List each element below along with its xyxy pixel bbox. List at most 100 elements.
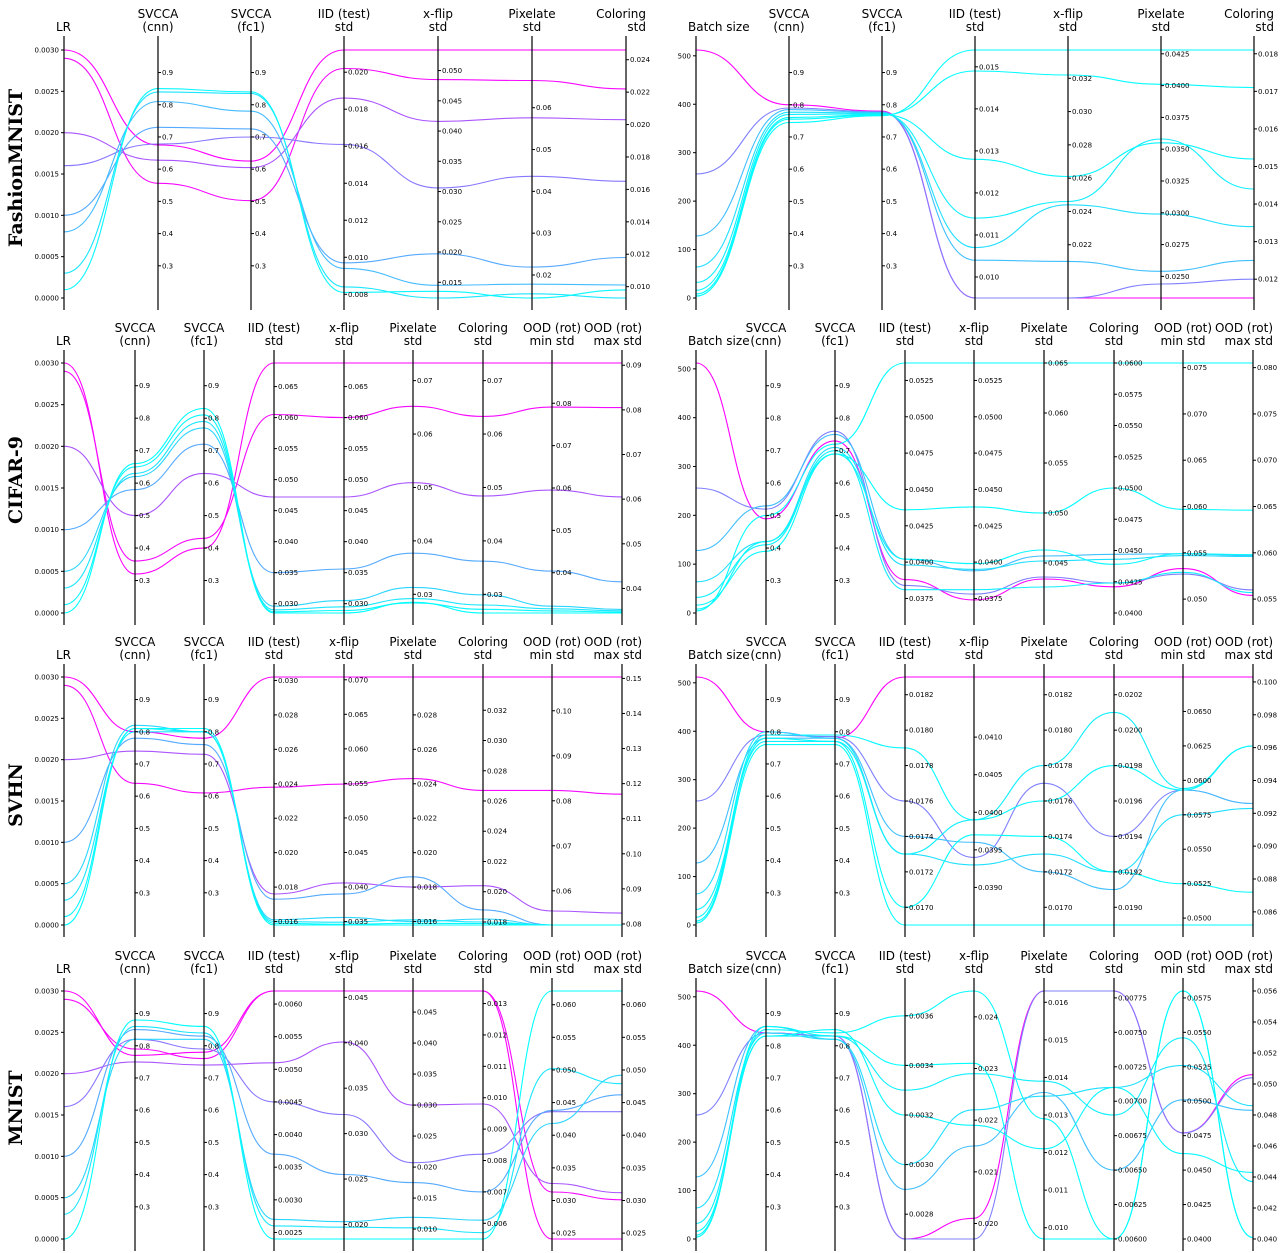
axis-title-line1: OOD (rot) <box>584 635 642 649</box>
series-line-5 <box>695 113 1255 291</box>
tick-label: 0.0174 <box>1048 833 1073 841</box>
tick-label: 0.8 <box>886 101 897 109</box>
series-line-2 <box>695 433 1254 572</box>
tick-label: 0.0170 <box>1048 904 1073 912</box>
axis-ood-rot-min-std: OOD (rot)min std 0.04 0.05 0.06 0.07 0.08 <box>523 321 581 625</box>
tick-label: 0.04 <box>556 569 572 577</box>
tick-label: 0.0400 <box>1187 1236 1212 1244</box>
tick-label: 0.5 <box>839 1139 850 1147</box>
tick-label: 0.0550 <box>1187 846 1212 854</box>
axis-title-line2: max std <box>593 648 642 662</box>
axis-svcca-cnn: SVCCA(cnn) 0.3 0.4 0.5 0.6 0.7 0.8 0.9 <box>746 949 787 1251</box>
axis-title-line1: SVCCA <box>815 635 857 649</box>
axis-title-line1: LR <box>56 20 71 34</box>
tick-label: 0.3 <box>208 1203 219 1211</box>
tick-label: 0.0550 <box>1118 422 1143 430</box>
tick-label: 0.0575 <box>1118 391 1143 399</box>
tick-label: 0.018 <box>348 106 368 114</box>
tick-label: 0.03 <box>536 230 552 238</box>
tick-label: 0.4 <box>139 545 151 553</box>
tick-label: 300 <box>678 149 691 157</box>
axis-title-line2: max std <box>1224 334 1273 348</box>
tick-label: 0.070 <box>1257 457 1277 465</box>
tick-label: 0.0000 <box>35 922 60 930</box>
tick-label: 0.5 <box>770 825 781 833</box>
tick-label: 0.065 <box>278 383 298 391</box>
tick-label: 0.04 <box>487 537 503 545</box>
tick-label: 0.030 <box>487 737 507 745</box>
axis-batch-size: Batch size 0 100 200 300 400 500 <box>678 20 750 310</box>
tick-label: 0.7 <box>886 133 897 141</box>
tick-label: 0.0015 <box>35 798 60 806</box>
axis-title-line2: std <box>1035 962 1054 976</box>
series-line-1 <box>63 370 623 562</box>
series-lines <box>695 49 1255 299</box>
tick-label: 0.0300 <box>1165 209 1190 217</box>
tick-label: 0.6 <box>208 480 220 488</box>
tick-label: 0.0025 <box>35 88 60 96</box>
axis-title-line2: min std <box>1160 648 1205 662</box>
tick-label: 0.7 <box>162 133 173 141</box>
tick-label: 0.022 <box>978 1117 998 1125</box>
axis-title-line1: Coloring <box>596 7 646 21</box>
tick-label: 0.13 <box>626 745 642 753</box>
axis-lr: LR 0.0000 0.0005 0.0010 0.0015 0.0020 0.0025 0.… <box>35 648 71 937</box>
tick-label: 0.8 <box>839 1042 850 1050</box>
tick-label: 0.007 <box>487 1188 507 1196</box>
tick-label: 0.016 <box>348 143 369 151</box>
tick-label: 0.09 <box>626 362 642 370</box>
axis-title-line2: min std <box>529 334 574 348</box>
tick-label: 0.0032 <box>909 1112 934 1120</box>
tick-label: 0.09 <box>556 752 572 760</box>
tick-label: 0.055 <box>348 445 368 453</box>
tick-label: 0.0015 <box>35 1112 60 1120</box>
tick-label: 0.0000 <box>35 1236 60 1244</box>
tick-label: 0.0028 <box>909 1211 934 1219</box>
axis-svcca-fc1: SVCCA(fc1) 0.3 0.4 0.5 0.6 0.7 0.8 0.9 <box>184 321 225 625</box>
tick-label: 0.030 <box>1072 108 1092 116</box>
tick-label: 0.6 <box>139 793 151 801</box>
tick-label: 0.0030 <box>278 1196 303 1204</box>
axis-title-line1: SVCCA <box>769 7 811 21</box>
tick-label: 0.100 <box>1257 678 1277 686</box>
tick-label: 0.0600 <box>1118 360 1143 368</box>
tick-label: 0.9 <box>839 382 850 390</box>
tick-label: 0.050 <box>626 1066 646 1074</box>
series-line-3 <box>695 111 1255 268</box>
axis-title-line2: std <box>474 648 493 662</box>
axis-title-line1: IID (test) <box>248 949 301 963</box>
axis-title-line2: std <box>1255 20 1274 34</box>
tick-label: 0.028 <box>1072 141 1092 149</box>
tick-label: 0.3 <box>139 1203 150 1211</box>
tick-label: 0.0475 <box>978 450 1003 458</box>
tick-label: 0.0375 <box>1165 114 1190 122</box>
axis-title-line2: (fc1) <box>821 962 849 976</box>
tick-label: 0.0010 <box>35 839 60 847</box>
panel-fashionmnist-lr: LR 0.0000 0.0005 0.0010 0.0015 0.0020 0.0025 0.… <box>35 7 651 310</box>
tick-label: 0.094 <box>1257 777 1278 785</box>
axis-title-line1: LR <box>56 962 71 976</box>
tick-label: 0.018 <box>417 884 437 892</box>
tick-label: 0.0010 <box>35 1153 60 1161</box>
series-line-3 <box>63 136 627 189</box>
tick-label: 0.0450 <box>1187 1167 1212 1175</box>
axis-title-line1: Batch size <box>688 648 750 662</box>
axis-lr: LR 0.0000 0.0005 0.0010 0.0015 0.0020 0.0025 0.… <box>35 962 71 1251</box>
axis-title-line1: Coloring <box>1089 635 1139 649</box>
axis-title-line2: std <box>1105 334 1124 348</box>
tick-label: 0.0375 <box>909 595 934 603</box>
tick-label: 0.016 <box>1048 999 1069 1007</box>
axis-title-line2: std <box>965 962 984 976</box>
axis-title-line1: Coloring <box>1089 949 1139 963</box>
tick-label: 0.012 <box>630 251 650 259</box>
tick-label: 0.6 <box>770 793 782 801</box>
tick-label: 0.026 <box>417 746 438 754</box>
tick-label: 0.08 <box>556 400 572 408</box>
axis-title-line1: SVCCA <box>115 321 157 335</box>
axis-svcca-fc1: SVCCA(fc1) 0.3 0.4 0.5 0.6 0.7 0.8 0.9 <box>815 949 856 1251</box>
tick-label: 0.02 <box>536 271 552 279</box>
